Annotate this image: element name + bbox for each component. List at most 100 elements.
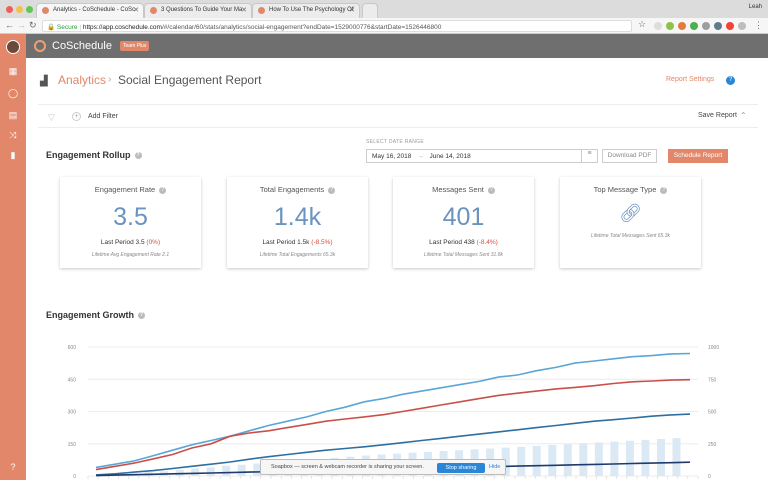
bar-chart-icon: ▟ [40,76,48,87]
coschedule-logo-icon[interactable] [34,40,46,52]
y-tick-label: 300 [68,410,77,416]
url-input[interactable]: 🔒 Secure | https://app.coschedule.com/#/… [42,20,632,32]
question-icon[interactable]: ? [138,312,146,320]
messages-sent-card: Messages Sent? 401 Last Period 438 (-8.4… [393,177,534,268]
calendar-list-icon[interactable]: ≡ [581,150,597,162]
report-settings-link[interactable]: Report Settings [666,76,715,83]
browser-tab-questions[interactable]: 3 Questions To Guide Your Ma ✕ [144,3,252,18]
chevron-up-icon[interactable]: ⌃ [740,111,747,120]
shuffle-icon[interactable]: ⤨ [9,130,17,140]
stop-sharing-button[interactable]: Stop sharing [437,463,485,473]
help-icon[interactable]: ? [10,462,16,472]
profile-name[interactable]: Leah [748,4,762,10]
document-icon[interactable]: ▤ [8,110,18,120]
extension-icon[interactable] [726,22,734,30]
y2-tick-label: 250 [708,442,717,448]
extension-icon[interactable] [654,22,662,30]
bar [610,441,619,476]
close-tab-icon[interactable]: ✕ [133,7,139,14]
forward-icon[interactable]: → [17,20,26,30]
start-date: May 16, 2018 [372,153,412,160]
total-engagements-card: Total Engagements? 1.4k Last Period 1.5k… [227,177,368,268]
date-range-picker[interactable]: May 16, 2018 → June 14, 2018 ≡ [366,149,598,163]
extension-icon[interactable] [714,22,722,30]
add-circle-icon[interactable]: + [72,112,81,121]
question-icon[interactable]: ? [328,186,336,194]
bookmark-star-icon[interactable]: ☆ [638,19,647,29]
download-pdf-button[interactable]: Download PDF [602,149,657,163]
growth-title: Engagement Growth? [46,310,146,320]
chevron-right-icon: › [108,74,112,85]
reload-icon[interactable]: ↻ [29,20,37,30]
browser-tab-analytics[interactable]: Analytics - CoSchedule - CoSc ✕ [36,3,144,18]
card-change: (0%) [146,239,161,246]
back-icon[interactable]: ← [5,20,14,30]
coschedule-favicon-icon [258,7,265,14]
rollup-title: Engagement Rollup? [46,150,142,160]
share-message: Soapbox — screen & webcam recorder is sh… [271,464,424,470]
save-report-button[interactable]: Save Report [698,112,737,119]
browser-tab-psychology[interactable]: How To Use The Psychology Of ✕ [252,3,360,18]
y2-tick-label: 1000 [708,345,719,351]
card-lifetime: Lifetime Total Engagements 65.3k [259,252,336,258]
app-sidebar: ▦ ◯ ▤ ⤨ ▮ ? [0,34,26,480]
tab-title: How To Use The Psychology Of [269,7,354,13]
analytics-icon[interactable]: ▮ [10,150,16,160]
breadcrumb-analytics[interactable]: Analytics [58,73,107,87]
browser-menu-icon[interactable]: ⋮ [754,20,763,30]
close-window-icon[interactable] [6,6,13,13]
add-filter-button[interactable]: Add Filter [88,113,118,120]
page-header: ▟ Analytics › Social Engagement Report R… [26,58,768,102]
y2-tick-label: 0 [708,474,711,480]
bar [517,446,526,476]
end-date: June 14, 2018 [429,153,471,160]
bar [191,468,200,476]
bar [641,439,650,476]
card-title: Engagement Rate? [60,185,201,194]
card-prev-text: Last Period 438 [429,239,475,246]
app-logo-text[interactable]: CoSchedule [52,40,112,52]
bar [222,465,231,476]
lock-icon: 🔒 [47,24,56,31]
bar [625,440,634,476]
question-icon[interactable]: ? [134,152,142,160]
bar [563,444,572,476]
screen-share-banner: Soapbox — screen & webcam recorder is sh… [260,459,506,475]
filter-bar: ▽ + Add Filter Save Report ⌃ [38,104,758,128]
card-prev-text: Last Period 1.5k [262,239,310,246]
extension-icon[interactable] [690,22,698,30]
card-title: Messages Sent? [393,185,534,194]
extension-icon[interactable] [678,22,686,30]
coschedule-favicon-icon [150,7,157,14]
extension-icon[interactable] [702,22,710,30]
new-tab-button[interactable] [362,3,378,18]
calendar-icon[interactable]: ▦ [8,66,18,76]
extension-icon[interactable] [738,22,746,30]
user-avatar[interactable] [6,40,20,54]
close-tab-icon[interactable]: ✕ [241,7,247,14]
bar [253,463,262,476]
extension-icon[interactable] [666,22,674,30]
card-change: (-8.5%) [311,239,333,246]
question-icon[interactable]: ? [487,186,495,194]
browser-tab-bar: Analytics - CoSchedule - CoSc ✕ 3 Questi… [0,0,768,18]
y-tick-label: 600 [68,345,77,351]
card-title: Top Message Type? [560,185,701,194]
card-title-text: Messages Sent [432,185,484,194]
minimize-window-icon[interactable] [16,6,23,13]
question-icon[interactable]: ? [159,186,167,194]
maximize-window-icon[interactable] [26,6,33,13]
series-line [95,378,691,471]
series-line [95,413,691,476]
close-tab-icon[interactable]: ✕ [349,7,355,14]
series-line [95,352,691,469]
circle-icon[interactable]: ◯ [8,88,19,98]
hide-button[interactable]: Hide [489,464,501,470]
card-value: 401 [442,203,485,231]
tab-title: 3 Questions To Guide Your Ma [161,7,243,13]
question-icon[interactable]: ? [660,186,668,194]
date-range-label: SELECT DATE RANGE [366,139,424,145]
help-icon[interactable]: ? [726,76,735,85]
schedule-report-button[interactable]: Schedule Report [668,149,728,163]
card-value: 3.5 [113,203,148,231]
